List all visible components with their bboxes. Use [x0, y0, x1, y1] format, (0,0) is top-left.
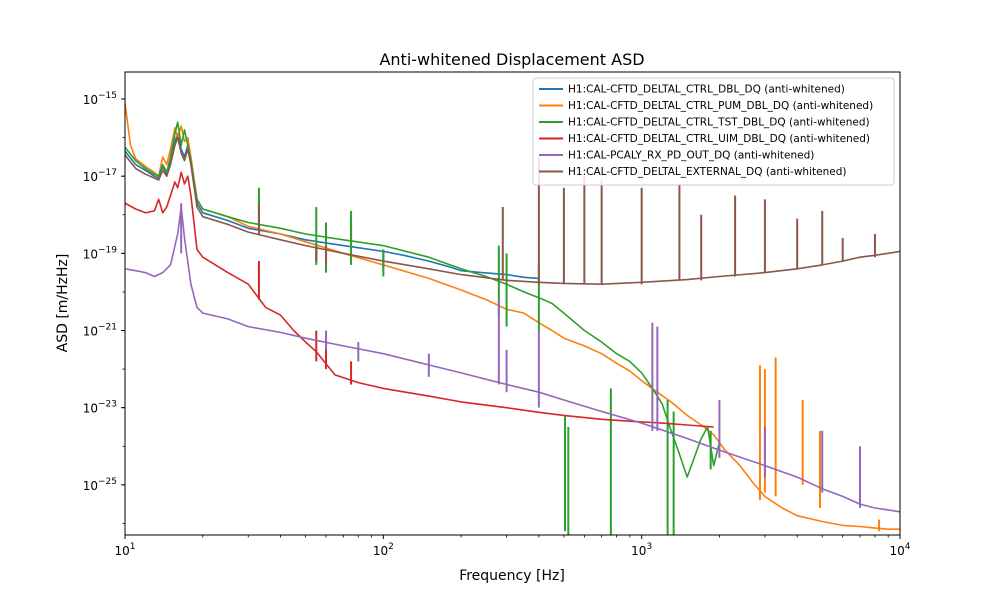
series-3-line [125, 121, 721, 478]
legend-label-2: H1:CAL-CFTD_DELTAL_CTRL_PUM_DBL_DQ (anti… [568, 100, 873, 112]
legend-label-3: H1:CAL-CFTD_DELTAL_CTRL_TST_DBL_DQ (anti… [568, 117, 870, 129]
y-tick-label-3: 10−19 [83, 245, 118, 261]
y-tick-label-5: 10−23 [83, 400, 117, 416]
y-axis-label: ASD [m/HzHz] [55, 254, 71, 353]
y-tick-label-6: 10−25 [83, 477, 117, 493]
x-tick-label-1: 101 [114, 542, 135, 558]
legend-label-5: H1:CAL-PCALY_RX_PD_OUT_DQ (anti-whitened… [568, 150, 814, 162]
series-5-line [125, 206, 900, 513]
legend-label-6: H1:CAL-CFTD_DELTAL_EXTERNAL_DQ (anti-whi… [568, 166, 846, 178]
y-tick-label-1: 10−15 [83, 91, 117, 107]
plot-frame [124, 71, 901, 536]
x-tick-label-2: 102 [373, 542, 394, 558]
series-6 [125, 136, 900, 285]
x-axis-label: Frequency [Hz] [459, 568, 565, 584]
chart-title: Anti-whitened Displacement ASD [379, 50, 644, 69]
series-5 [125, 203, 900, 513]
legend-label-4: H1:CAL-CFTD_DELTAL_CTRL_UIM_DBL_DQ (anti… [568, 133, 870, 145]
x-tick-label-3: 103 [631, 542, 652, 558]
series-4-line [125, 171, 714, 428]
series-4 [125, 171, 714, 428]
legend-label-1: H1:CAL-CFTD_DELTAL_CTRL_DBL_DQ (anti-whi… [568, 84, 845, 96]
legend-box [532, 77, 895, 186]
series-6-line [125, 136, 900, 285]
y-tick-label-2: 10−17 [83, 168, 117, 184]
y-tick-label-4: 10−21 [83, 323, 117, 339]
x-tick-label-4: 104 [889, 542, 910, 558]
series-3 [125, 121, 721, 535]
